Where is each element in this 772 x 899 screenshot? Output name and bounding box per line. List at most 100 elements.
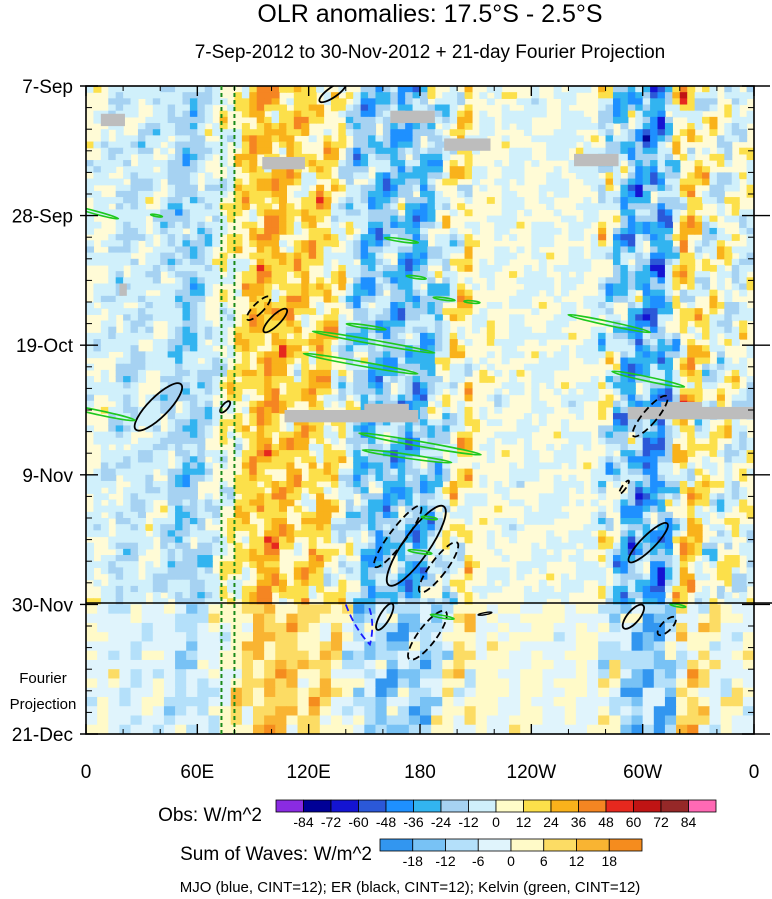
obs-cell	[323, 271, 332, 278]
obs-cell	[531, 98, 540, 106]
obs-cell	[241, 339, 250, 346]
obs-cell	[249, 474, 258, 482]
obs-cell	[464, 308, 473, 315]
obs-cell	[709, 400, 718, 408]
obs-cell	[509, 221, 518, 229]
obs-cell	[731, 425, 740, 433]
obs-cell	[308, 530, 317, 538]
obs-cell	[523, 116, 532, 124]
obs-cell	[241, 357, 250, 365]
obs-cell	[664, 339, 673, 346]
obs-cell	[145, 480, 154, 488]
obs-cell	[746, 166, 754, 173]
obs-cell	[397, 283, 406, 291]
obs-cell	[212, 221, 221, 229]
obs-cell	[457, 110, 466, 118]
obs-cell	[115, 406, 124, 414]
obs-cell	[137, 536, 146, 544]
obs-cell	[575, 252, 584, 260]
obs-cell	[145, 394, 154, 402]
obs-cell	[724, 431, 733, 439]
obs-cell	[241, 555, 250, 562]
obs-cell	[412, 271, 421, 278]
obs-cell	[405, 86, 414, 93]
obs-cell	[390, 197, 399, 204]
obs-cell	[494, 431, 503, 439]
obs-cell	[160, 264, 169, 272]
obs-cell	[293, 264, 302, 272]
obs-cell	[137, 474, 146, 482]
obs-cell	[323, 431, 332, 439]
obs-cell	[635, 153, 644, 161]
obs-cell	[108, 462, 117, 470]
obs-cell	[672, 339, 681, 346]
obs-cell	[449, 129, 458, 136]
obs-cell	[286, 98, 295, 106]
obs-cell	[664, 264, 673, 272]
obs-cell	[746, 524, 754, 531]
obs-cell	[397, 277, 406, 285]
obs-cell	[612, 258, 621, 266]
obs-cell	[575, 166, 584, 173]
obs-cell	[137, 524, 146, 531]
obs-cell	[694, 493, 703, 501]
obs-cell	[553, 326, 562, 334]
obs-cell	[189, 511, 198, 519]
obs-cell	[278, 141, 287, 149]
obs-cell	[130, 172, 139, 180]
obs-cell	[130, 456, 139, 464]
obs-cell	[724, 129, 733, 136]
obs-cell	[612, 246, 621, 254]
obs-cell	[590, 178, 599, 186]
obs-cell	[650, 135, 659, 143]
obs-cell	[108, 153, 117, 161]
obs-cell	[420, 271, 429, 278]
obs-cell	[227, 271, 236, 278]
obs-cell	[204, 431, 213, 439]
obs-cell	[345, 388, 354, 396]
obs-cell	[420, 518, 429, 525]
obs-cell	[219, 153, 228, 161]
obs-cell	[538, 302, 547, 309]
obs-cell	[189, 419, 198, 427]
obs-cell	[731, 332, 740, 340]
obs-cell	[145, 314, 154, 322]
obs-cell	[249, 536, 258, 544]
obs-cell	[516, 339, 525, 346]
obs-cell	[664, 345, 673, 352]
obs-cell	[271, 511, 280, 519]
obs-cell	[137, 505, 146, 513]
obs-cell	[293, 345, 302, 352]
obs-cell	[627, 295, 636, 303]
obs-cell	[360, 116, 369, 124]
obs-cell	[323, 203, 332, 211]
obs-cell	[583, 295, 592, 303]
obs-cell	[612, 172, 621, 180]
obs-cell	[115, 234, 124, 241]
obs-cell	[442, 123, 451, 130]
obs-cell	[189, 129, 198, 136]
obs-cell	[412, 234, 421, 241]
obs-cell	[642, 160, 651, 167]
obs-cell	[160, 203, 169, 211]
obs-cell	[234, 524, 243, 531]
obs-cell	[197, 215, 206, 223]
obs-cell	[561, 450, 570, 457]
obs-cell	[479, 258, 488, 266]
obs-cell	[382, 160, 391, 167]
obs-cell	[679, 345, 688, 352]
obs-cell	[739, 363, 748, 371]
obs-cell	[739, 388, 748, 396]
obs-cell	[100, 197, 109, 204]
obs-cell	[264, 215, 273, 223]
obs-cell	[664, 468, 673, 476]
obs-cell	[271, 246, 280, 254]
obs-cell	[353, 141, 362, 149]
obs-cell	[123, 184, 132, 192]
obs-cell	[620, 425, 629, 433]
obs-cell	[330, 320, 339, 328]
obs-cell	[160, 431, 169, 439]
obs-cell	[152, 302, 161, 309]
obs-cell	[672, 166, 681, 173]
obs-cell	[672, 499, 681, 507]
